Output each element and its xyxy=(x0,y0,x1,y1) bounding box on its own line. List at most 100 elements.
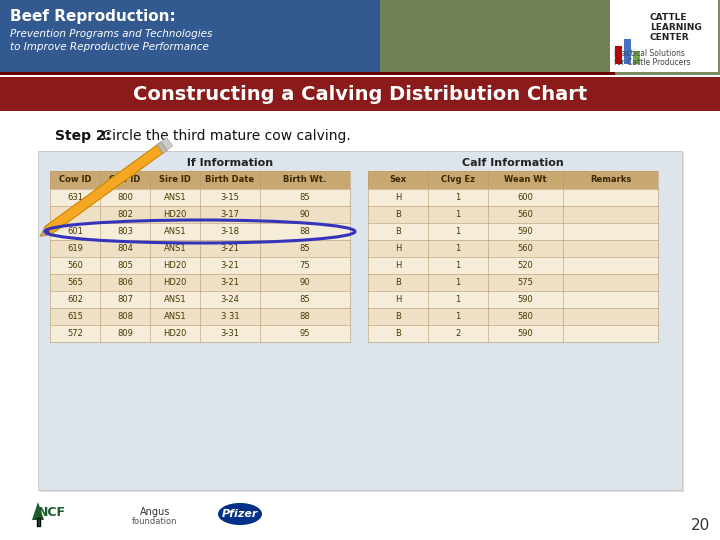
Text: B: B xyxy=(395,227,401,236)
Text: 3-21: 3-21 xyxy=(220,244,240,253)
Text: B: B xyxy=(395,210,401,219)
FancyBboxPatch shape xyxy=(0,72,615,75)
Text: 3-21: 3-21 xyxy=(220,261,240,270)
Text: 575: 575 xyxy=(518,278,534,287)
Text: 804: 804 xyxy=(117,244,133,253)
FancyBboxPatch shape xyxy=(368,291,658,308)
FancyBboxPatch shape xyxy=(368,171,658,189)
FancyBboxPatch shape xyxy=(50,206,350,223)
Text: 88: 88 xyxy=(300,227,310,236)
FancyBboxPatch shape xyxy=(50,240,350,257)
Text: 2: 2 xyxy=(455,329,461,338)
Text: 75: 75 xyxy=(300,261,310,270)
Text: CENTER: CENTER xyxy=(650,33,690,42)
Text: 3-18: 3-18 xyxy=(220,227,240,236)
FancyBboxPatch shape xyxy=(50,189,350,206)
Text: 808: 808 xyxy=(117,312,133,321)
FancyBboxPatch shape xyxy=(50,325,350,342)
Text: 3-31: 3-31 xyxy=(220,329,240,338)
Polygon shape xyxy=(157,141,167,153)
Text: 1: 1 xyxy=(455,312,461,321)
Polygon shape xyxy=(157,138,173,153)
Text: 601: 601 xyxy=(67,227,83,236)
Text: ANS1: ANS1 xyxy=(163,244,186,253)
Polygon shape xyxy=(32,502,44,520)
FancyBboxPatch shape xyxy=(610,0,718,72)
FancyBboxPatch shape xyxy=(0,77,720,111)
Polygon shape xyxy=(45,145,163,234)
Text: Beef Reproduction:: Beef Reproduction: xyxy=(10,9,176,24)
Text: Cow ID: Cow ID xyxy=(59,176,91,185)
Text: Circle the third mature cow calving.: Circle the third mature cow calving. xyxy=(98,129,351,143)
Text: ANS1: ANS1 xyxy=(163,193,186,202)
Text: 3 31: 3 31 xyxy=(221,312,239,321)
Text: foundation: foundation xyxy=(132,516,178,525)
Text: H: H xyxy=(395,295,401,304)
Text: 580: 580 xyxy=(518,312,534,321)
Text: 809: 809 xyxy=(117,329,133,338)
Text: H: H xyxy=(395,244,401,253)
Text: 631: 631 xyxy=(67,193,83,202)
Text: Pfizer: Pfizer xyxy=(222,509,258,519)
Polygon shape xyxy=(40,226,51,237)
Text: ANS1: ANS1 xyxy=(163,227,186,236)
Text: HD20: HD20 xyxy=(163,210,186,219)
Text: 3-24: 3-24 xyxy=(220,295,240,304)
Text: Birth Wt.: Birth Wt. xyxy=(284,176,327,185)
Text: Step 2:: Step 2: xyxy=(55,129,111,143)
Text: 805: 805 xyxy=(117,261,133,270)
Text: H: H xyxy=(395,261,401,270)
Text: Sire ID: Sire ID xyxy=(159,176,191,185)
FancyBboxPatch shape xyxy=(368,206,658,223)
Text: 85: 85 xyxy=(300,295,310,304)
FancyBboxPatch shape xyxy=(615,46,622,64)
Text: 20: 20 xyxy=(690,517,710,532)
Text: Calf Information: Calf Information xyxy=(462,158,564,168)
Text: 1: 1 xyxy=(455,261,461,270)
FancyBboxPatch shape xyxy=(50,308,350,325)
Text: 560: 560 xyxy=(518,244,534,253)
Text: 1: 1 xyxy=(455,244,461,253)
Text: 88: 88 xyxy=(300,312,310,321)
Text: Birth Date: Birth Date xyxy=(205,176,255,185)
FancyBboxPatch shape xyxy=(40,153,684,492)
FancyBboxPatch shape xyxy=(368,274,658,291)
FancyBboxPatch shape xyxy=(50,171,350,189)
Text: CATTLE: CATTLE xyxy=(650,13,688,22)
Text: HD20: HD20 xyxy=(163,278,186,287)
FancyBboxPatch shape xyxy=(624,39,631,64)
Text: 1: 1 xyxy=(455,227,461,236)
Text: 1: 1 xyxy=(455,278,461,287)
Polygon shape xyxy=(45,229,49,233)
Text: 520: 520 xyxy=(518,261,534,270)
Text: lf Information: lf Information xyxy=(187,158,273,168)
Text: 590: 590 xyxy=(518,295,534,304)
Text: 800: 800 xyxy=(117,193,133,202)
FancyBboxPatch shape xyxy=(368,257,658,274)
Text: Constructing a Calving Distribution Chart: Constructing a Calving Distribution Char… xyxy=(133,84,587,104)
FancyBboxPatch shape xyxy=(50,257,350,274)
Text: 3-15: 3-15 xyxy=(220,193,240,202)
Text: B: B xyxy=(395,278,401,287)
Text: 572: 572 xyxy=(67,329,83,338)
Text: 85: 85 xyxy=(300,193,310,202)
Text: 802: 802 xyxy=(117,210,133,219)
FancyBboxPatch shape xyxy=(0,0,380,75)
FancyBboxPatch shape xyxy=(37,518,40,526)
FancyBboxPatch shape xyxy=(368,308,658,325)
Text: LEARNING: LEARNING xyxy=(650,23,702,32)
FancyBboxPatch shape xyxy=(368,240,658,257)
FancyBboxPatch shape xyxy=(50,274,350,291)
Text: Calf ID: Calf ID xyxy=(109,176,140,185)
Ellipse shape xyxy=(218,503,262,525)
Text: 560: 560 xyxy=(518,210,534,219)
FancyBboxPatch shape xyxy=(368,189,658,206)
Text: 95: 95 xyxy=(300,329,310,338)
Text: B: B xyxy=(395,329,401,338)
Text: 3-21: 3-21 xyxy=(220,278,240,287)
Text: 590: 590 xyxy=(518,227,534,236)
Text: 615: 615 xyxy=(67,312,83,321)
Text: 590: 590 xyxy=(518,329,534,338)
Text: HD20: HD20 xyxy=(163,261,186,270)
Text: to Improve Reproductive Performance: to Improve Reproductive Performance xyxy=(10,42,209,52)
